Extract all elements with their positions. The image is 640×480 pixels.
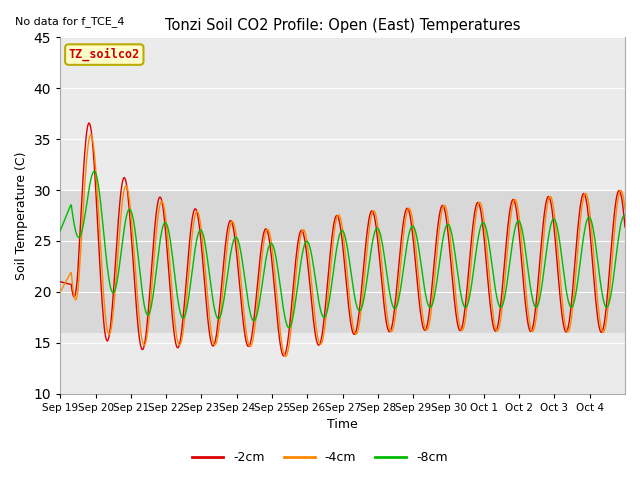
Text: No data for f_TCE_4: No data for f_TCE_4 xyxy=(15,16,125,27)
Legend: -2cm, -4cm, -8cm: -2cm, -4cm, -8cm xyxy=(187,446,453,469)
Y-axis label: Soil Temperature (C): Soil Temperature (C) xyxy=(15,151,28,280)
Text: TZ_soilco2: TZ_soilco2 xyxy=(68,48,140,61)
X-axis label: Time: Time xyxy=(327,419,358,432)
Title: Tonzi Soil CO2 Profile: Open (East) Temperatures: Tonzi Soil CO2 Profile: Open (East) Temp… xyxy=(165,18,520,33)
Bar xyxy=(60,190,625,333)
